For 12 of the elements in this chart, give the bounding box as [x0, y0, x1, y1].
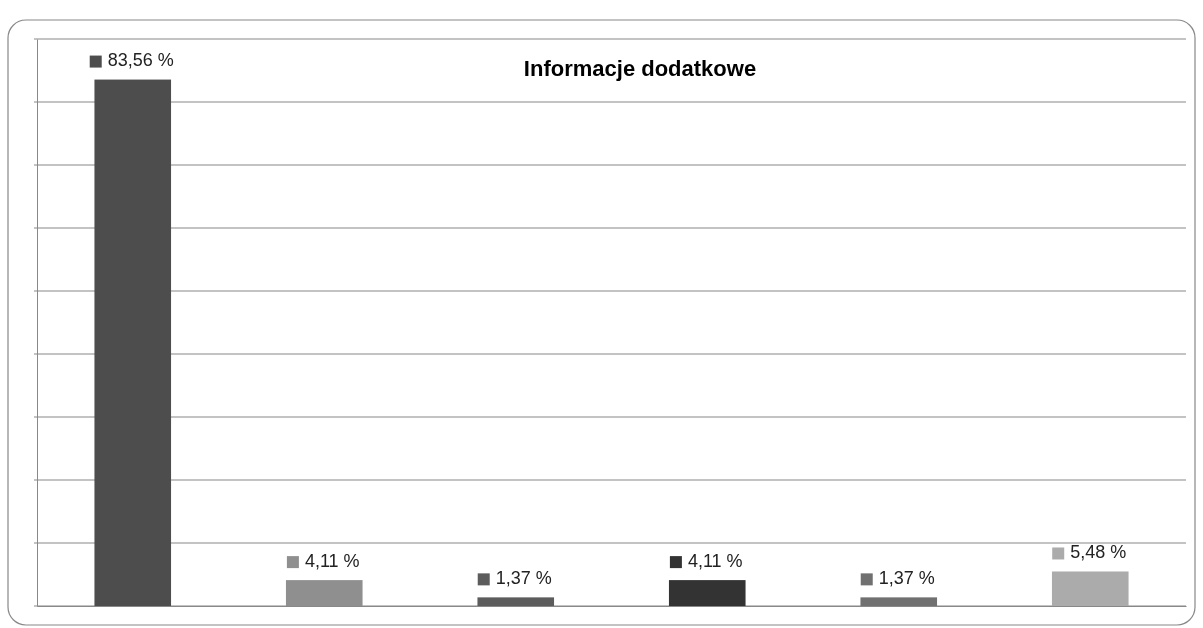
bar	[860, 597, 938, 606]
data-label: 5,48 %	[1070, 542, 1127, 563]
data-label: 1,37 %	[878, 568, 935, 589]
bar	[94, 79, 172, 606]
bar	[1051, 571, 1129, 606]
bar	[668, 580, 746, 606]
data-label: 4,11 %	[304, 550, 360, 571]
data-label: 1,37 %	[495, 568, 552, 589]
bar	[477, 597, 555, 606]
text: Informacje dodatkowe	[523, 56, 757, 81]
data-label: 83,56 %	[107, 50, 174, 71]
data-label: 4,11 %	[687, 550, 743, 571]
